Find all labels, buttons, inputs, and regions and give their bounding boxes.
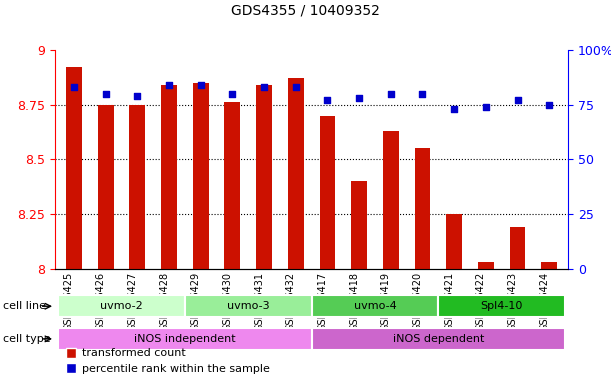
Text: cell type: cell type <box>3 334 51 344</box>
Bar <box>224 103 240 269</box>
Bar <box>383 131 399 269</box>
Point <box>291 84 301 90</box>
Point <box>133 93 142 99</box>
Bar <box>446 214 462 269</box>
Point <box>449 106 459 112</box>
Text: Spl4-10: Spl4-10 <box>480 301 523 311</box>
Point <box>513 97 522 103</box>
Point <box>323 97 332 103</box>
Point <box>386 91 396 97</box>
Point <box>544 102 554 108</box>
Bar <box>510 227 525 269</box>
Bar <box>541 262 557 269</box>
FancyBboxPatch shape <box>58 295 185 318</box>
Text: uvmo-3: uvmo-3 <box>227 301 269 311</box>
Point <box>417 91 427 97</box>
FancyBboxPatch shape <box>312 295 438 318</box>
Point <box>481 104 491 110</box>
Point <box>196 82 206 88</box>
Bar <box>288 78 304 269</box>
Bar <box>193 83 208 269</box>
FancyBboxPatch shape <box>438 295 565 318</box>
Point <box>354 95 364 101</box>
Bar <box>478 262 494 269</box>
Text: uvmo-4: uvmo-4 <box>354 301 397 311</box>
Bar <box>415 148 430 269</box>
Bar <box>66 68 82 269</box>
Bar <box>98 104 114 269</box>
Text: iNOS independent: iNOS independent <box>134 334 236 344</box>
Bar <box>161 85 177 269</box>
FancyBboxPatch shape <box>312 328 565 350</box>
Point <box>259 84 269 90</box>
Point <box>227 91 237 97</box>
Text: GDS4355 / 10409352: GDS4355 / 10409352 <box>231 4 380 18</box>
FancyBboxPatch shape <box>185 295 312 318</box>
Bar <box>351 181 367 269</box>
Bar <box>320 116 335 269</box>
FancyBboxPatch shape <box>58 328 312 350</box>
Text: iNOS dependent: iNOS dependent <box>393 334 484 344</box>
Bar <box>130 104 145 269</box>
Point <box>101 91 111 97</box>
Bar <box>256 85 272 269</box>
Text: uvmo-2: uvmo-2 <box>100 301 143 311</box>
Text: cell line: cell line <box>3 301 46 311</box>
Point <box>69 84 79 90</box>
Legend: transformed count, percentile rank within the sample: transformed count, percentile rank withi… <box>60 344 274 379</box>
Point <box>164 82 174 88</box>
